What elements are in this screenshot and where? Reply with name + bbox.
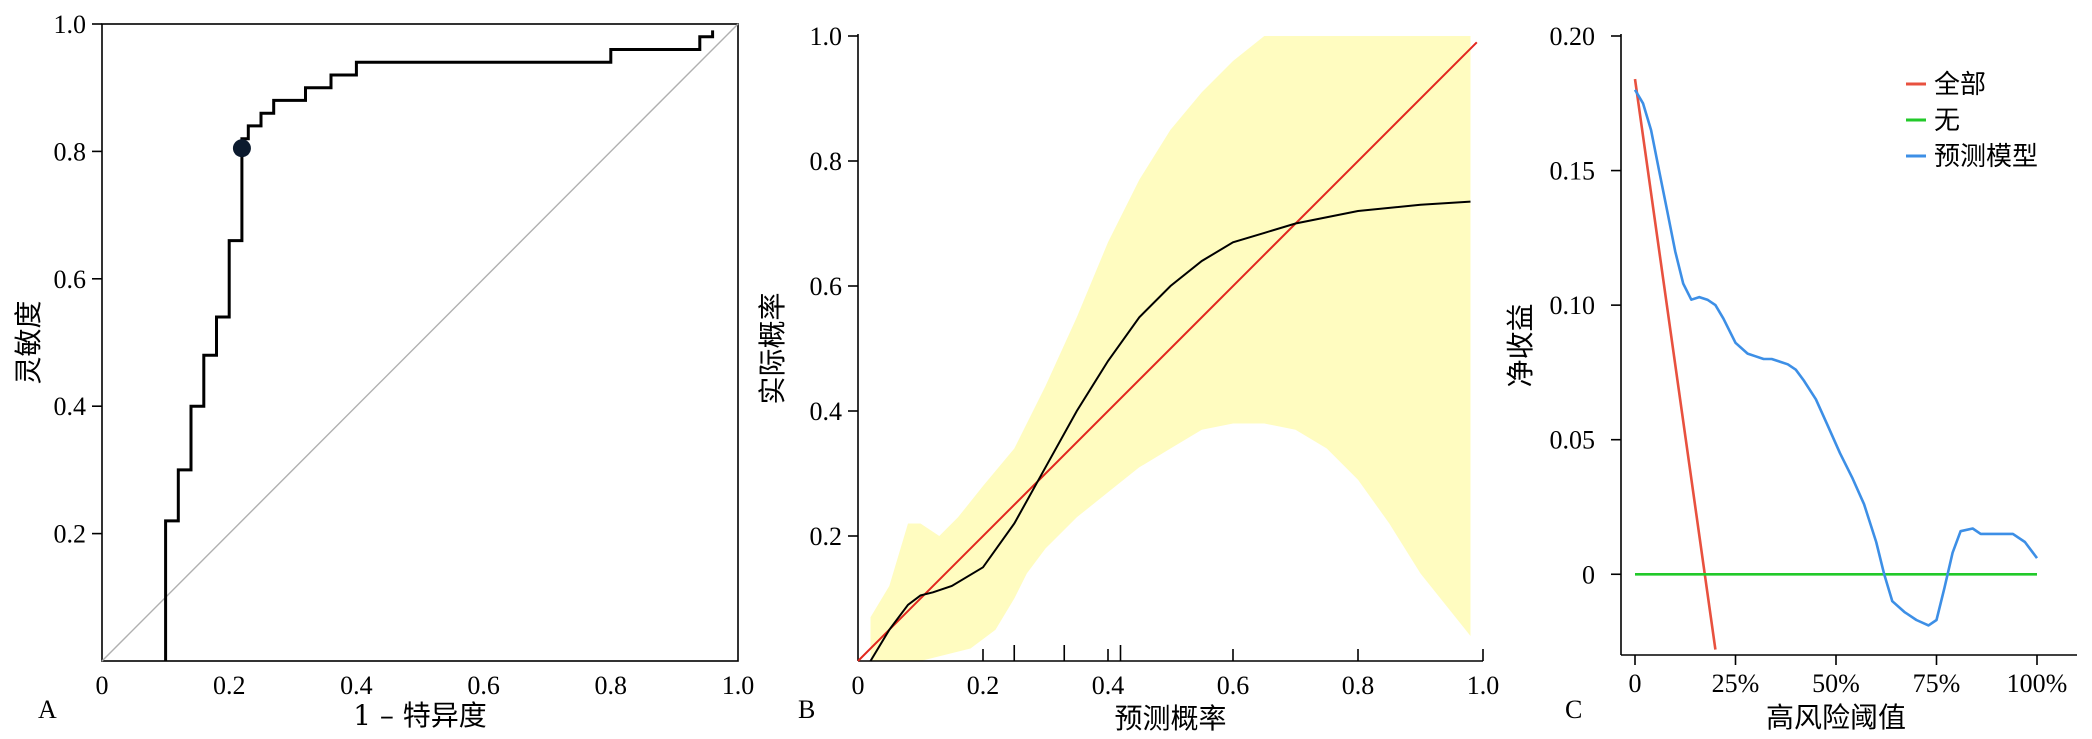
- prediction-model-line: [1633, 89, 2039, 627]
- x-tick-label: 1.0: [722, 671, 755, 700]
- calibration-curve-line: [869, 200, 1471, 662]
- x-tick-label: 25%: [1712, 669, 1760, 698]
- y-tick-label: 0.8: [54, 137, 87, 166]
- y-tick-label: 0: [1582, 560, 1595, 589]
- y-tick-label: 0.4: [810, 397, 843, 426]
- legend-item-treat-all: 全部: [1906, 70, 1986, 100]
- x-tick-label: 0.8: [595, 671, 628, 700]
- x-axis-title: 高风险阈值: [1766, 701, 1906, 734]
- x-tick-label: 50%: [1812, 669, 1860, 698]
- panel-b-calibration: B 0.2 0.4 0.6 0.8 1.0 0 0.2 0.4 0.6 0.8 1.0 预测概率 实际概…: [756, 22, 1499, 735]
- plot-frame: [101, 23, 739, 662]
- x-tick-label: 0: [852, 671, 865, 700]
- y-tick-label: 0.6: [810, 272, 843, 301]
- x-tick-label: 0.2: [213, 671, 246, 700]
- y-tick-label: 0.2: [810, 522, 843, 551]
- y-axis-title: 净收益: [1504, 303, 1537, 387]
- y-tick-label: 0.20: [1550, 22, 1596, 51]
- y-tick-label: 0.6: [54, 265, 87, 294]
- x-tick-label: 0: [96, 671, 109, 700]
- y-tick-label: 0.2: [54, 520, 87, 549]
- y-tick-label: 0.4: [54, 392, 87, 421]
- legend-label: 预测模型: [1934, 142, 2038, 172]
- x-tick-label: 1.0: [1467, 671, 1500, 700]
- x-tick-label: 0.6: [1217, 671, 1250, 700]
- y-axis-title: 实际概率: [756, 292, 789, 404]
- legend-label: 无: [1934, 106, 1960, 136]
- x-tick-label: 100%: [2007, 669, 2068, 698]
- optimal-cutoff-point: [232, 139, 251, 158]
- x-tick-label: 0.8: [1342, 671, 1375, 700]
- y-tick-label: 0.8: [810, 147, 843, 176]
- panel-label-a: A: [38, 695, 57, 724]
- y-tick-label: 1.0: [810, 22, 843, 51]
- x-tick-label: 0: [1629, 669, 1642, 698]
- ideal-calibration-line: [857, 41, 1478, 662]
- panel-a-roc: A 0.2 0.4 0.6 0.8 1.0 0 0.2 0.4 0.6 0.8 1.0 1 – 特异度…: [12, 10, 754, 732]
- legend-item-treat-none: 无: [1906, 106, 1960, 136]
- legend-label: 全部: [1934, 70, 1986, 100]
- y-tick-label: 1.0: [54, 10, 87, 39]
- y-tick-label: 0.10: [1550, 291, 1596, 320]
- x-tick-label: 75%: [1913, 669, 1961, 698]
- x-tick-label: 0.4: [1092, 671, 1125, 700]
- x-tick-label: 0.2: [967, 671, 1000, 700]
- reference-diagonal-line: [101, 23, 739, 662]
- x-tick-label: 0.6: [467, 671, 500, 700]
- panel-c-decision-curve: C 0 0.05 0.10 0.15 0.20 0 25% 50% 75% 100% 高风险阈值 净收…: [1504, 22, 2077, 734]
- y-tick-label: 0.05: [1550, 426, 1596, 455]
- treat-all-line: [1633, 78, 1717, 650]
- panel-label-b: B: [798, 695, 815, 724]
- panel-label-c: C: [1565, 695, 1582, 724]
- x-tick-label: 0.4: [340, 671, 373, 700]
- legend-item-prediction-model: 预测模型: [1906, 142, 2038, 172]
- y-tick-label: 0.15: [1550, 157, 1596, 186]
- x-axis-title: 1 – 特异度: [353, 699, 487, 732]
- roc-curve-line: [164, 30, 715, 661]
- x-axis-title: 预测概率: [1114, 702, 1226, 735]
- y-axis-title: 灵敏度: [12, 300, 45, 384]
